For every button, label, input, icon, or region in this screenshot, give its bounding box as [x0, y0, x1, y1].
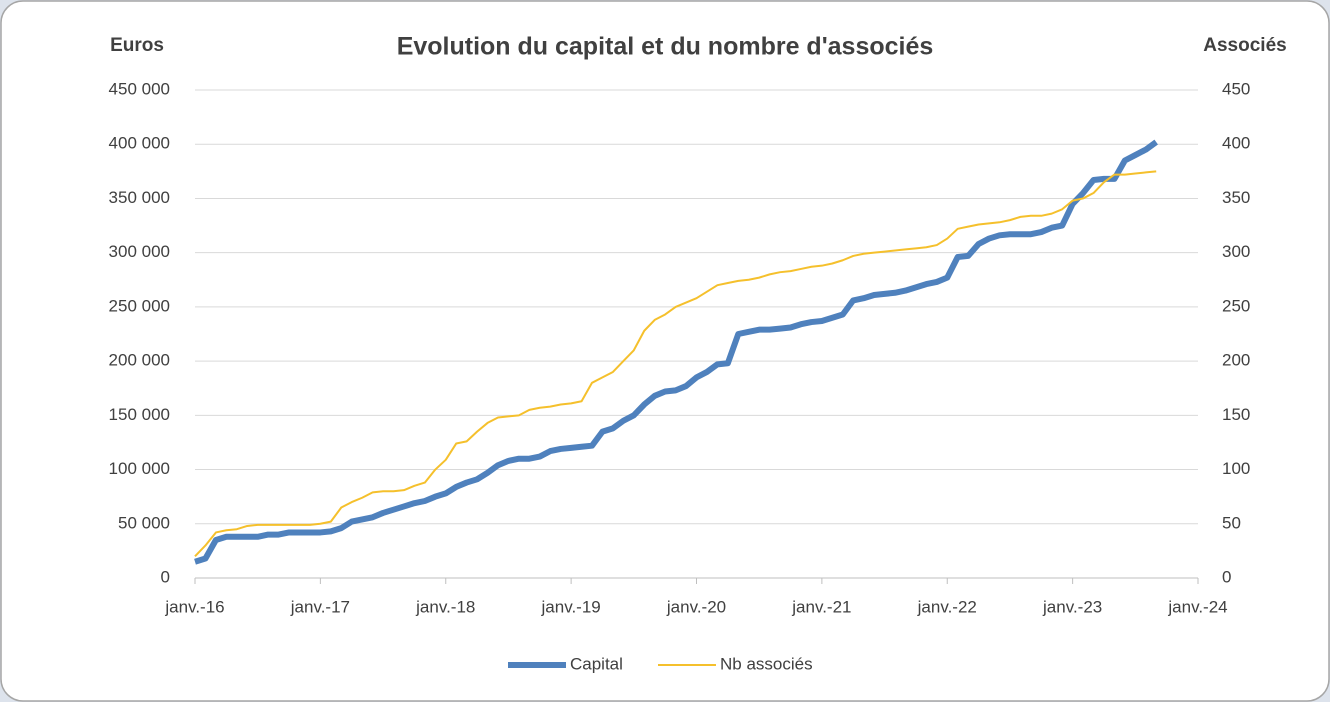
y2-tick-label: 400: [1222, 134, 1250, 153]
chart-title: Evolution du capital et du nombre d'asso…: [397, 33, 934, 61]
y-tick-label: 300 000: [109, 242, 170, 261]
y2-tick-label: 300: [1222, 242, 1250, 261]
x-tick-label: janv.-24: [1167, 597, 1227, 616]
series-line: [194, 139, 1158, 565]
y2-tick-label: 250: [1222, 296, 1250, 315]
x-tick-label: janv.-21: [791, 597, 851, 616]
y2-tick-label: 150: [1222, 405, 1250, 424]
x-tick-label: janv.-18: [415, 597, 475, 616]
legend-label: Capital: [570, 654, 623, 673]
y2-axis-label: Associés: [1203, 35, 1286, 56]
x-tick-label: janv.-19: [541, 597, 601, 616]
y-tick-label: 350 000: [109, 188, 170, 207]
y-tick-label: 400 000: [109, 134, 170, 153]
y2-tick-label: 0: [1222, 567, 1231, 586]
y-axis-label: Euros: [110, 35, 164, 56]
y2-tick-label: 100: [1222, 459, 1250, 478]
x-tick-label: janv.-20: [666, 597, 726, 616]
y2-tick-label: 50: [1222, 513, 1241, 532]
x-tick-label: janv.-16: [164, 597, 224, 616]
y2-tick-label: 200: [1222, 351, 1250, 370]
y2-tick-label: 450: [1222, 79, 1250, 98]
y-tick-label: 100 000: [109, 459, 170, 478]
y-tick-label: 450 000: [109, 79, 170, 98]
legend-label: Nb associés: [720, 654, 813, 673]
y-tick-label: 250 000: [109, 296, 170, 315]
y-tick-label: 50 000: [118, 513, 170, 532]
y-tick-label: 150 000: [109, 405, 170, 424]
y2-tick-label: 350: [1222, 188, 1250, 207]
x-tick-label: janv.-23: [1042, 597, 1102, 616]
x-tick-label: janv.-17: [290, 597, 350, 616]
series-line: [194, 170, 1157, 558]
y-tick-label: 0: [161, 567, 170, 586]
y-tick-label: 200 000: [109, 351, 170, 370]
x-tick-label: janv.-22: [917, 597, 977, 616]
